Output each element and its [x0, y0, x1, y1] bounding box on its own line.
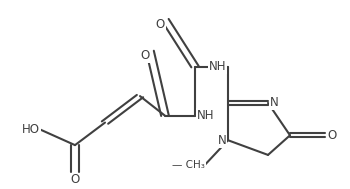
Text: NH: NH — [197, 109, 214, 122]
Text: O: O — [156, 18, 165, 31]
Text: — CH₃: — CH₃ — [172, 160, 205, 170]
Text: O: O — [141, 49, 150, 62]
Text: O: O — [70, 174, 80, 187]
Text: NH: NH — [209, 60, 226, 73]
Text: N: N — [217, 134, 226, 147]
Text: O: O — [328, 129, 337, 142]
Text: N: N — [270, 96, 279, 109]
Text: HO: HO — [22, 123, 40, 136]
